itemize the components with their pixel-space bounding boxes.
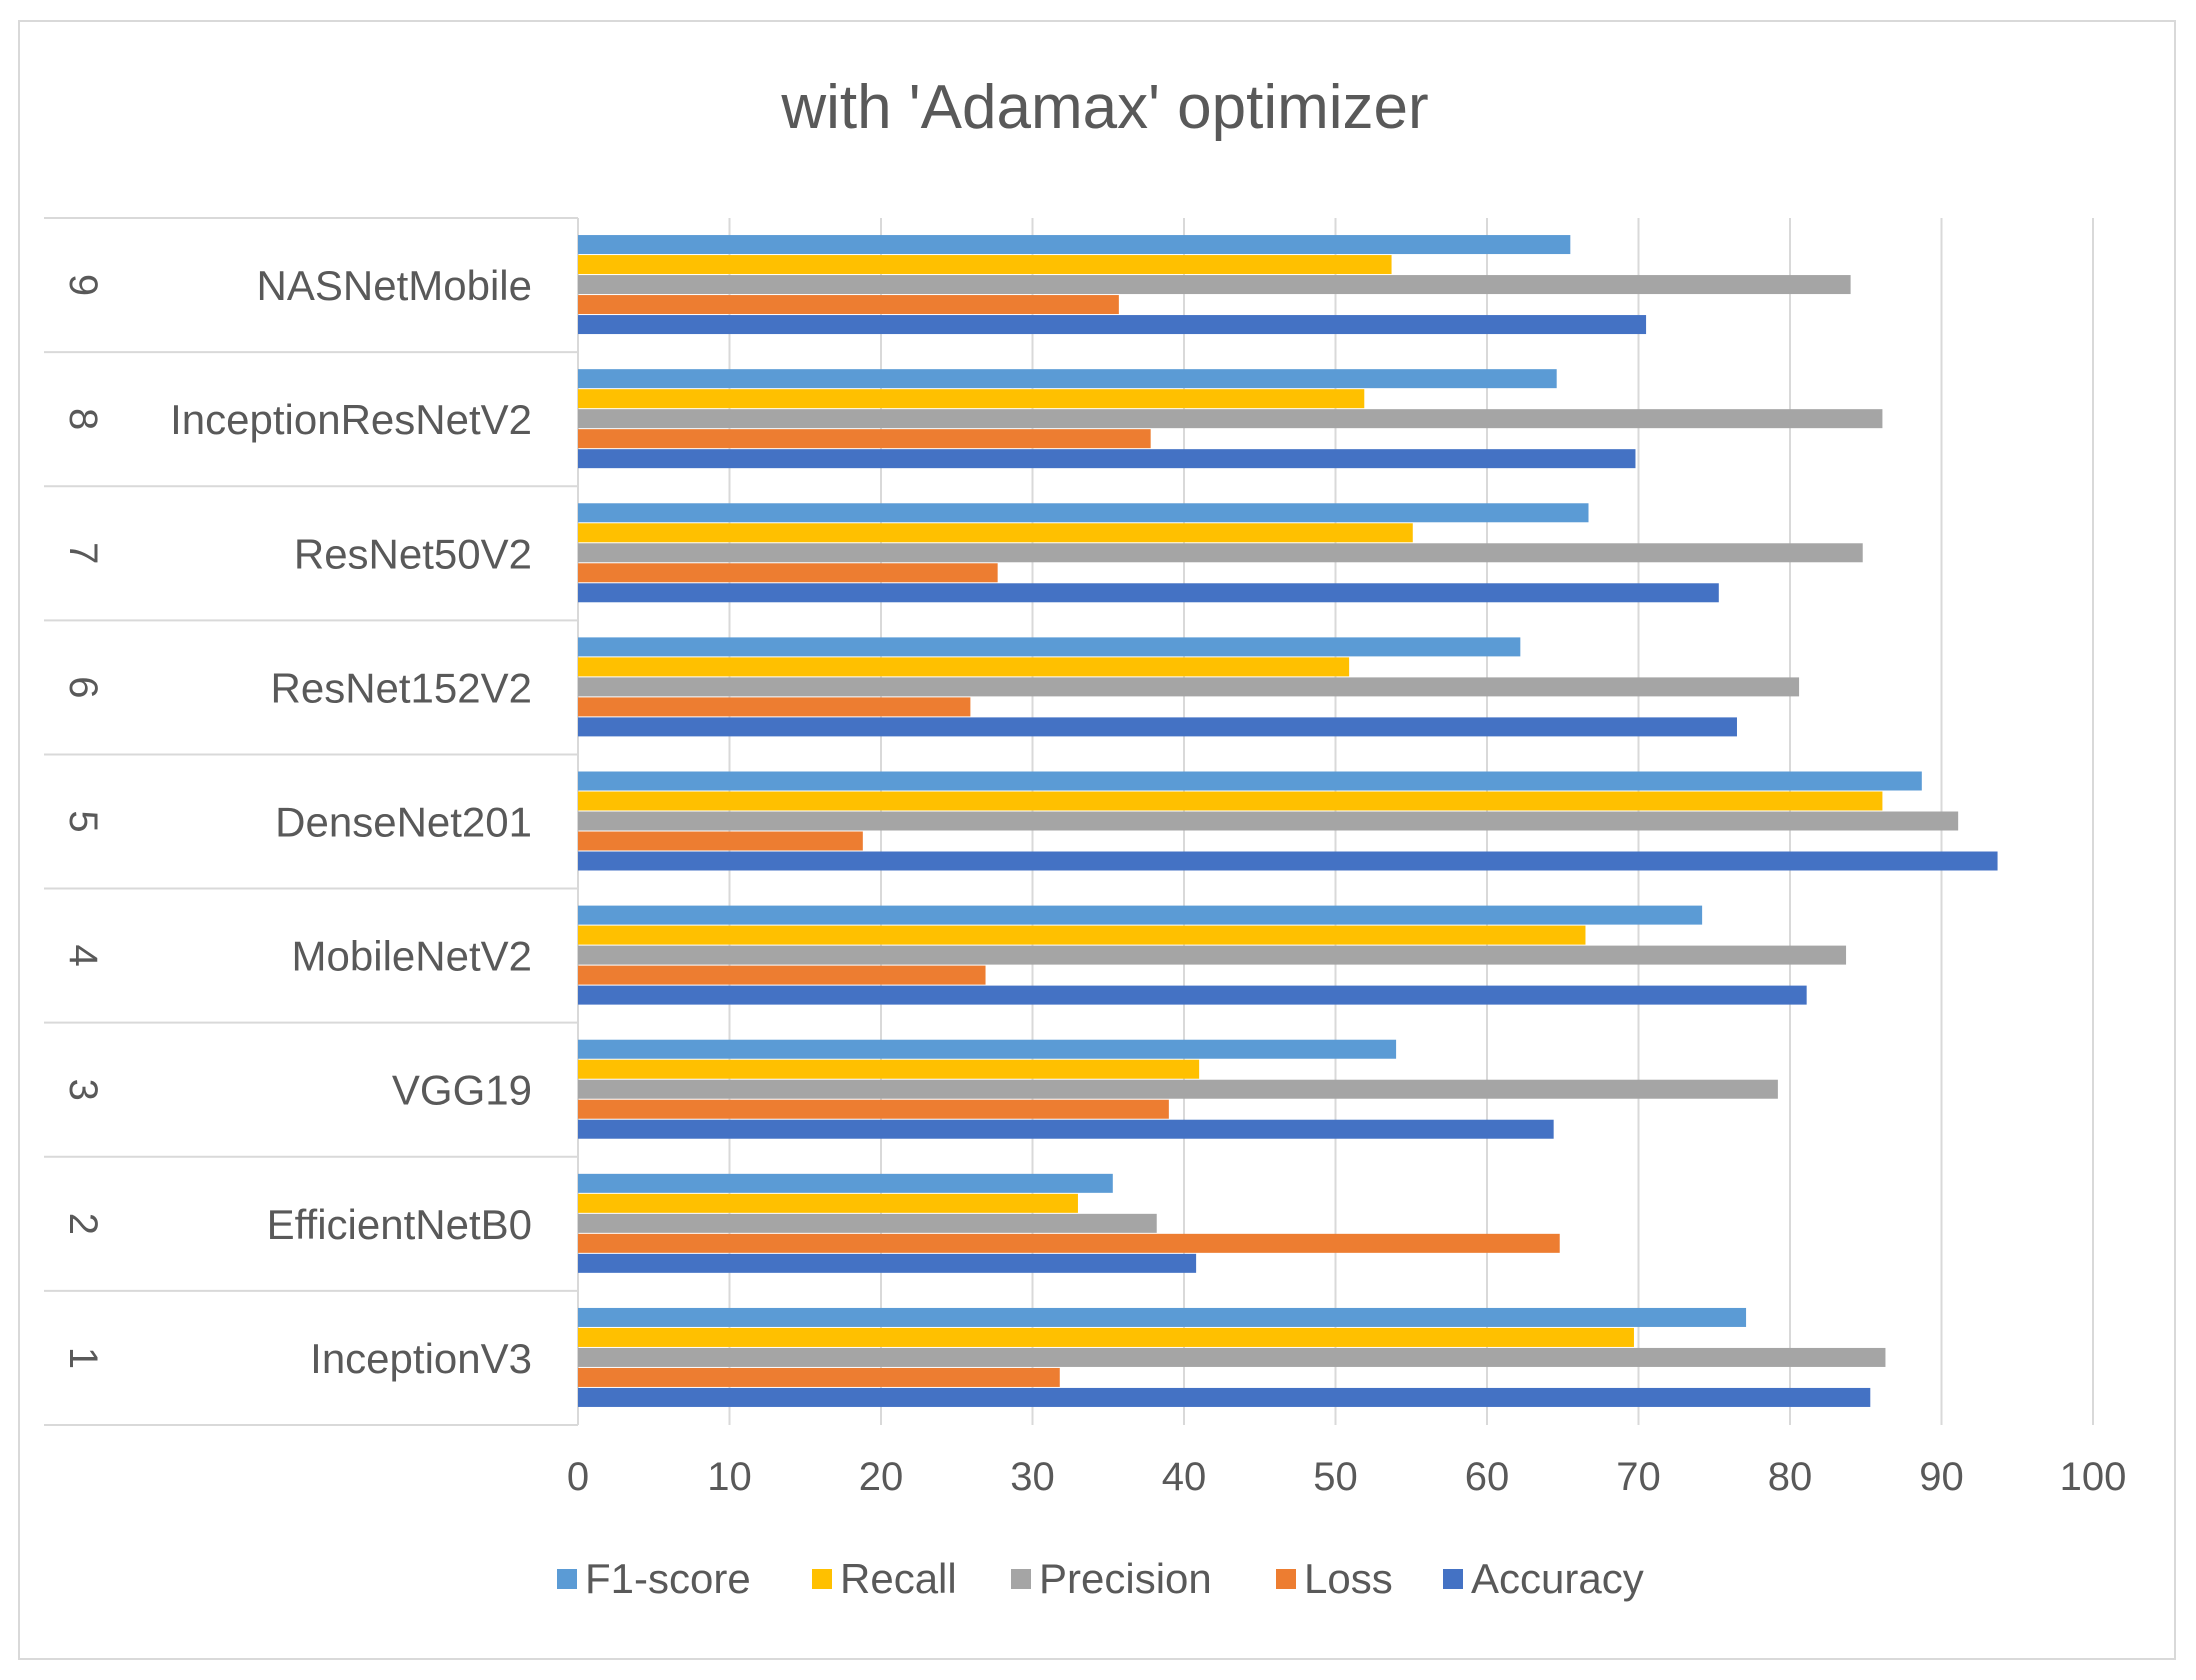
bar-loss-vgg19 bbox=[578, 1099, 1169, 1119]
category-index-label: 2 bbox=[61, 1213, 105, 1235]
category-index-label: 9 bbox=[61, 274, 105, 296]
x-tick-label: 80 bbox=[1768, 1455, 1813, 1499]
bar-loss-nasnetmobile bbox=[578, 295, 1119, 315]
legend-swatch bbox=[1276, 1569, 1296, 1589]
x-tick-label: 0 bbox=[567, 1455, 589, 1499]
bar-loss-densenet201 bbox=[578, 831, 863, 851]
x-tick-label: 40 bbox=[1162, 1455, 1207, 1499]
category-name-label: NASNetMobile bbox=[257, 262, 532, 309]
legend-swatch bbox=[1011, 1569, 1031, 1589]
category-name-label: MobileNetV2 bbox=[292, 933, 532, 980]
category-axis: 1 InceptionV3 2 EfficientNetB0 3 VGG19 4 Mobile… bbox=[44, 217, 579, 1426]
bar-accuracy-inceptionresnetv2 bbox=[578, 449, 1636, 469]
bar-accuracy-resnet50v2 bbox=[578, 583, 1719, 603]
category-index-label: 6 bbox=[61, 676, 105, 698]
bar-f1-score-inceptionv3 bbox=[578, 1307, 1747, 1327]
bar-f1-score-nasnetmobile bbox=[578, 235, 1571, 255]
legend-label: Precision bbox=[1039, 1555, 1212, 1602]
legend-label: Loss bbox=[1304, 1555, 1393, 1602]
bars bbox=[578, 235, 1998, 1407]
x-tick-label: 50 bbox=[1313, 1455, 1358, 1499]
bar-f1-score-densenet201 bbox=[578, 771, 1922, 791]
bar-recall-resnet50v2 bbox=[578, 523, 1413, 543]
chart-title: with 'Adamax' optimizer bbox=[780, 73, 1428, 142]
bar-recall-vgg19 bbox=[578, 1059, 1200, 1079]
category-index-label: 4 bbox=[61, 944, 105, 966]
x-tick-label: 90 bbox=[1919, 1455, 1964, 1499]
category-index-label: 5 bbox=[61, 810, 105, 832]
category-index-label: 7 bbox=[61, 542, 105, 564]
x-tick-label: 30 bbox=[1010, 1455, 1055, 1499]
bar-precision-resnet50v2 bbox=[578, 543, 1863, 563]
bar-accuracy-efficientnetb0 bbox=[578, 1253, 1197, 1273]
bar-f1-score-inceptionresnetv2 bbox=[578, 369, 1557, 389]
bar-loss-resnet50v2 bbox=[578, 563, 998, 583]
category-name-label: DenseNet201 bbox=[275, 799, 532, 846]
category-name-label: InceptionV3 bbox=[310, 1335, 532, 1382]
bar-f1-score-mobilenetv2 bbox=[578, 905, 1703, 925]
legend-label: Accuracy bbox=[1471, 1555, 1644, 1602]
bar-loss-resnet152v2 bbox=[578, 697, 971, 717]
category-index-label: 1 bbox=[61, 1347, 105, 1369]
category-index-label: 8 bbox=[61, 408, 105, 430]
bar-accuracy-nasnetmobile bbox=[578, 315, 1647, 335]
legend-swatch bbox=[557, 1569, 577, 1589]
bar-accuracy-mobilenetv2 bbox=[578, 985, 1807, 1005]
bar-loss-mobilenetv2 bbox=[578, 965, 986, 985]
bar-recall-mobilenetv2 bbox=[578, 925, 1586, 945]
category-name-label: ResNet152V2 bbox=[271, 664, 533, 711]
bar-accuracy-densenet201 bbox=[578, 851, 1998, 871]
bar-loss-efficientnetb0 bbox=[578, 1233, 1560, 1253]
bar-recall-inceptionresnetv2 bbox=[578, 389, 1365, 409]
bar-precision-inceptionv3 bbox=[578, 1347, 1886, 1367]
legend-swatch bbox=[812, 1569, 832, 1589]
x-tick-label: 60 bbox=[1465, 1455, 1510, 1499]
bar-accuracy-resnet152v2 bbox=[578, 717, 1737, 737]
bar-accuracy-inceptionv3 bbox=[578, 1387, 1871, 1407]
category-index-label: 3 bbox=[61, 1079, 105, 1101]
bar-recall-efficientnetb0 bbox=[578, 1193, 1078, 1213]
bar-precision-nasnetmobile bbox=[578, 275, 1851, 295]
x-tick-label: 10 bbox=[707, 1455, 752, 1499]
legend-label: Recall bbox=[840, 1555, 957, 1602]
category-name-label: EfficientNetB0 bbox=[267, 1201, 532, 1248]
x-tick-label: 20 bbox=[859, 1455, 904, 1499]
bar-f1-score-resnet152v2 bbox=[578, 637, 1521, 657]
bar-precision-resnet152v2 bbox=[578, 677, 1800, 697]
legend-label: F1-score bbox=[585, 1555, 751, 1602]
bar-precision-inceptionresnetv2 bbox=[578, 409, 1883, 429]
bar-f1-score-resnet50v2 bbox=[578, 503, 1589, 523]
bar-recall-inceptionv3 bbox=[578, 1327, 1634, 1347]
bar-recall-densenet201 bbox=[578, 791, 1883, 811]
bar-precision-mobilenetv2 bbox=[578, 945, 1847, 965]
bar-f1-score-vgg19 bbox=[578, 1039, 1397, 1059]
category-name-label: VGG19 bbox=[392, 1067, 532, 1114]
bar-precision-densenet201 bbox=[578, 811, 1959, 831]
legend-swatch bbox=[1443, 1569, 1463, 1589]
bar-recall-nasnetmobile bbox=[578, 255, 1392, 275]
bar-precision-vgg19 bbox=[578, 1079, 1778, 1099]
x-tick-label: 100 bbox=[2060, 1455, 2127, 1499]
bar-f1-score-efficientnetb0 bbox=[578, 1173, 1113, 1193]
category-name-label: InceptionResNetV2 bbox=[170, 396, 532, 443]
bar-loss-inceptionresnetv2 bbox=[578, 429, 1151, 449]
legend: F1-score Recall Precision Loss Accuracy bbox=[557, 1555, 1644, 1602]
bar-recall-resnet152v2 bbox=[578, 657, 1350, 677]
bar-loss-inceptionv3 bbox=[578, 1367, 1060, 1387]
bar-accuracy-vgg19 bbox=[578, 1119, 1554, 1139]
bar-precision-efficientnetb0 bbox=[578, 1213, 1157, 1233]
category-name-label: ResNet50V2 bbox=[294, 530, 532, 577]
x-tick-label: 70 bbox=[1616, 1455, 1661, 1499]
x-axis-ticks: 0 10 20 30 40 50 60 70 80 90 100 bbox=[567, 1455, 2127, 1499]
